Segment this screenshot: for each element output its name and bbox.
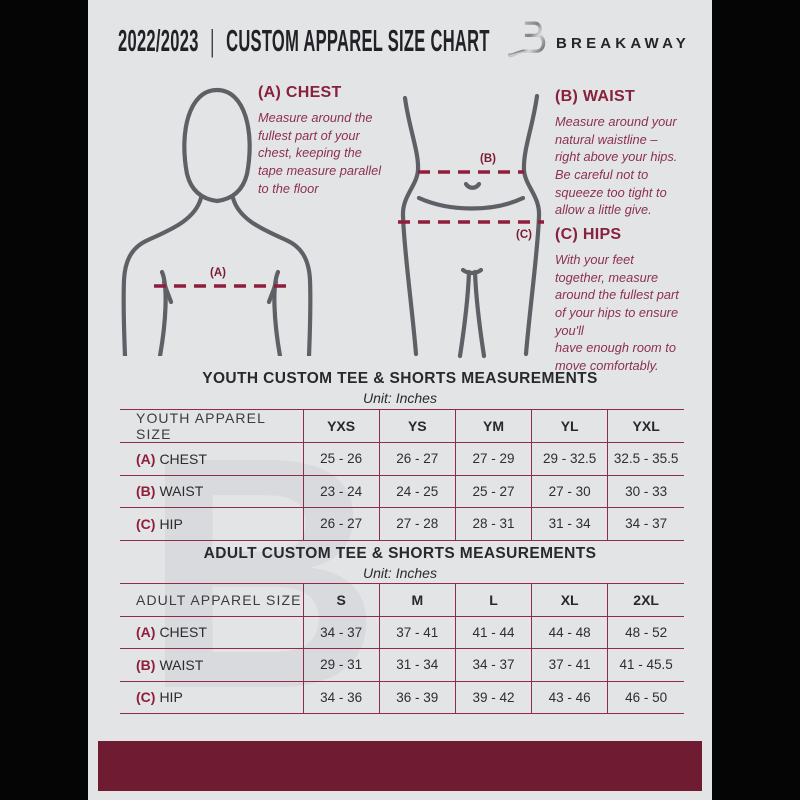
measurement-cell: 41 - 44: [454, 615, 532, 649]
hips-guide: (C) HIPS With your feet together, measur…: [555, 226, 717, 375]
measurement-cell: 28 - 31: [454, 507, 532, 541]
waist-guide-body: Measure around your natural waistline – …: [555, 114, 678, 218]
right-black-bar: [712, 0, 800, 800]
measurement-cell: 29 - 32.5: [531, 442, 608, 475]
measurement-cell: 31 - 34: [531, 507, 608, 541]
table-row-waist: (B) WAIST 23 - 24 24 - 25 25 - 27 27 - 30…: [120, 474, 684, 508]
measurement-cell: 32.5 - 35.5: [607, 442, 684, 475]
chest-marker-label: (A): [210, 267, 226, 279]
youth-unit-label: Unit: Inches: [363, 390, 437, 406]
measurement-cell: 26 - 27: [378, 442, 456, 475]
adult-size-table: ADULT APPAREL SIZE S M L XL 2XL (A) CHEST…: [120, 583, 684, 714]
hip-marker-label: (C): [516, 229, 532, 241]
measurement-cell: 27 - 29: [454, 442, 532, 475]
poster-page: B 2022/2023 | CUSTOM APPAREL SIZE CHART: [88, 0, 712, 800]
youth-size-header: YOUTH APPAREL SIZE: [120, 409, 304, 443]
row-marker: (C): [136, 515, 156, 532]
chest-guide-heading: (A) CHEST: [258, 84, 342, 101]
measurement-cell: 41 - 45.5: [607, 648, 684, 681]
measurement-cell: 34 - 36: [302, 680, 380, 714]
chest-guide: (A) CHEST Measure around the fullest par…: [258, 84, 408, 197]
adult-section-title: ADULT CUSTOM TEE & SHORTS MEASUREMENTS: [203, 545, 597, 562]
measurement-cell: 25 - 26: [302, 442, 380, 475]
row-marker: (C): [136, 689, 156, 706]
measurement-cell: 29 - 31: [302, 648, 380, 681]
measurement-cell: 26 - 27: [302, 507, 380, 541]
row-label: CHEST: [159, 450, 207, 467]
size-column-header: 2XL: [607, 583, 684, 616]
adult-size-header: ADULT APPAREL SIZE: [120, 583, 304, 616]
size-column-header: XL: [531, 583, 608, 616]
hips-guide-heading: (C) HIPS: [555, 226, 622, 243]
measurement-cell: 27 - 30: [531, 474, 608, 508]
youth-section-title: YOUTH CUSTOM TEE & SHORTS MEASUREMENTS: [202, 370, 598, 387]
brand-name: BREAKAWAY: [556, 35, 690, 52]
measurement-cell: 36 - 39: [378, 680, 456, 714]
size-column-header: S: [302, 583, 380, 616]
row-label: WAIST: [159, 483, 204, 500]
measurement-cell: 44 - 48: [531, 615, 608, 649]
size-column-header: YXL: [607, 409, 684, 443]
chest-guide-body: Measure around the fullest part of your …: [258, 110, 382, 196]
size-column-header: YS: [378, 409, 456, 443]
row-label: CHEST: [159, 624, 207, 641]
row-marker: (A): [136, 624, 156, 641]
adult-unit-label: Unit: Inches: [363, 565, 437, 581]
measurement-cell: 34 - 37: [302, 615, 380, 649]
size-column-header: YM: [454, 409, 532, 443]
table-row-chest: (A) CHEST 25 - 26 26 - 27 27 - 29 29 - 32…: [120, 442, 684, 475]
waist-guide-heading: (B) WAIST: [555, 88, 636, 105]
header-separator: |: [210, 25, 215, 59]
page-title: CUSTOM APPAREL SIZE CHART: [226, 25, 490, 59]
hips-guide-body: With your feet together, measure around …: [555, 252, 679, 373]
size-column-header: M: [378, 583, 456, 616]
waist-marker-label: (B): [480, 153, 496, 165]
row-label: HIP: [159, 515, 183, 532]
youth-header-row: YOUTH APPAREL SIZE YXS YS YM YL YXL: [120, 409, 684, 443]
footer-accent-bar: [98, 741, 702, 791]
row-label: HIP: [159, 689, 183, 706]
season-label: 2022/2023: [118, 25, 199, 59]
row-marker: (B): [136, 656, 156, 673]
measurement-cell: 34 - 37: [607, 507, 684, 541]
measurement-cell: 31 - 34: [378, 648, 456, 681]
table-row-waist: (B) WAIST 29 - 31 31 - 34 34 - 37 37 - 41…: [120, 648, 684, 681]
table-row-chest: (A) CHEST 34 - 37 37 - 41 41 - 44 44 - 48…: [120, 615, 684, 649]
row-marker: (B): [136, 483, 156, 500]
adult-header-row: ADULT APPAREL SIZE S M L XL 2XL: [120, 583, 684, 616]
size-column-header: YXS: [302, 409, 380, 443]
measurement-cell: 23 - 24: [302, 474, 380, 508]
lower-body-figure: (B) (C): [398, 94, 544, 359]
measurement-cell: 30 - 33: [607, 474, 684, 508]
measurement-cell: 39 - 42: [454, 680, 532, 714]
measurement-cell: 37 - 41: [531, 648, 608, 681]
breakaway-logo-icon: [507, 21, 546, 59]
waist-guide: (B) WAIST Measure around your natural wa…: [555, 88, 713, 219]
measurement-cell: 24 - 25: [378, 474, 456, 508]
measurement-cell: 37 - 41: [378, 615, 456, 649]
measurement-cell: 25 - 27: [454, 474, 532, 508]
size-column-header: L: [454, 583, 532, 616]
youth-size-table: YOUTH APPAREL SIZE YXS YS YM YL YXL (A) C…: [120, 409, 684, 541]
measurement-cell: 48 - 52: [607, 615, 684, 649]
measurement-cell: 43 - 46: [531, 680, 608, 714]
upper-body-figure: (A): [121, 87, 313, 356]
measurement-cell: 46 - 50: [607, 680, 684, 714]
table-row-hip: (C) HIP 34 - 36 36 - 39 39 - 42 43 - 46 4…: [120, 680, 684, 714]
header-title: 2022/2023 | CUSTOM APPAREL SIZE CHART: [118, 25, 490, 59]
left-black-bar: [0, 0, 88, 800]
measurement-cell: 27 - 28: [378, 507, 456, 541]
measurement-cell: 34 - 37: [454, 648, 532, 681]
row-marker: (A): [136, 450, 156, 467]
row-label: WAIST: [159, 656, 204, 673]
size-column-header: YL: [531, 409, 608, 443]
table-row-hip: (C) HIP 26 - 27 27 - 28 28 - 31 31 - 34 3…: [120, 507, 684, 541]
